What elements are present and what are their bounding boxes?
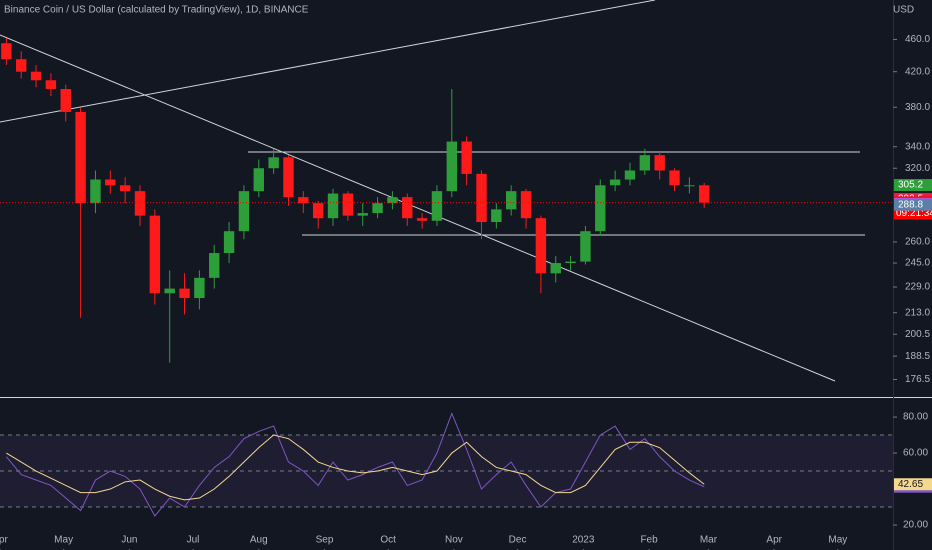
candle-body [639, 155, 651, 171]
candle-body [238, 191, 250, 232]
candle-body [402, 197, 413, 219]
candle-body [16, 59, 27, 72]
candle-body [253, 168, 264, 192]
candle-body [431, 191, 443, 221]
candle-body [416, 218, 428, 221]
candle-body [342, 193, 354, 216]
value-label-box [894, 478, 932, 491]
currency: USD [893, 5, 914, 16]
candle-body [1, 43, 12, 60]
candle-body [520, 191, 532, 219]
candle-body [327, 193, 339, 219]
x-tick-label: Nov [445, 535, 463, 546]
candle-body [134, 191, 146, 216]
candle-body [90, 179, 101, 204]
candle-body [268, 157, 279, 169]
y-tick-label: 176.5 [905, 374, 930, 385]
candle-body [312, 203, 324, 219]
candle-body [194, 277, 205, 299]
y-tick-label: 340.0 [905, 141, 930, 152]
x-tick-label: Mar [700, 535, 718, 546]
trend-line [0, 34, 836, 382]
y-tick-label: 20.00 [903, 520, 928, 531]
candle-body [580, 231, 591, 262]
price-label-box [894, 179, 932, 192]
chart-title: Binance Coin / US Dollar (calculated by … [4, 5, 309, 16]
candle-body [357, 213, 368, 216]
candle-body [609, 179, 621, 186]
price-label-box [894, 198, 932, 211]
candle-body [298, 197, 309, 204]
candle-body [565, 261, 576, 264]
x-tick-label: May [828, 535, 847, 546]
y-tick-label: 80.00 [903, 412, 928, 423]
candle-body [30, 71, 42, 81]
y-tick-label: 213.0 [905, 307, 930, 318]
candle-body [550, 263, 561, 274]
rsi-band [0, 435, 893, 508]
x-tick-label: Apr [766, 535, 782, 546]
candle-body [669, 170, 680, 186]
candle-body [624, 170, 636, 180]
candle-body [684, 185, 695, 187]
x-tick-label: Aug [250, 535, 268, 546]
rsi-line [6, 434, 705, 501]
candle-body [149, 215, 161, 294]
x-tick-label: 2023 [572, 535, 595, 546]
y-tick-label: 420.0 [905, 66, 930, 77]
candle-body [119, 185, 131, 192]
x-tick-label: Sep [316, 535, 334, 546]
candle-body [164, 288, 175, 294]
candle-body [387, 197, 398, 204]
candle-body [283, 157, 294, 198]
candle-body [45, 80, 57, 90]
y-tick-label: 188.5 [905, 351, 930, 362]
x-tick-label: Dec [509, 535, 527, 546]
y-tick-label: 460.0 [905, 34, 930, 45]
candle-body [60, 89, 71, 112]
trend-line [0, 0, 656, 123]
candle-body [654, 155, 665, 171]
candle-body [699, 185, 710, 203]
value-label: 42.65 [898, 479, 923, 490]
x-tick-label: Feb [640, 535, 658, 546]
candle-body [476, 173, 487, 223]
countdown: 09:21:34 [896, 208, 932, 219]
candle-body [179, 288, 190, 299]
y-tick-label: 229.0 [905, 282, 930, 293]
candle-body [446, 141, 457, 192]
candle-body [535, 218, 547, 274]
candle-body [595, 185, 606, 232]
candle-body [491, 209, 502, 223]
candle-body [461, 141, 472, 174]
x-tick-label: Jun [121, 535, 137, 546]
candle-body [75, 111, 86, 204]
y-tick-label: 380.0 [905, 102, 930, 113]
candle-body [105, 179, 116, 186]
rsi-line [5, 412, 705, 517]
y-tick-label: 245.0 [905, 258, 930, 269]
y-tick-label: 260.0 [905, 237, 930, 248]
candle-body [372, 203, 383, 214]
x-tick-label: May [54, 535, 73, 546]
price-label: 288.8 [898, 199, 923, 210]
candle-body [223, 231, 235, 254]
candle-body [209, 253, 220, 278]
y-tick-label: 200.5 [905, 329, 930, 340]
candle-body [505, 191, 517, 210]
x-tick-label: Oct [380, 535, 396, 546]
y-tick-label: 320.0 [905, 163, 930, 174]
price-label: 305.2 [898, 180, 923, 191]
y-tick-label: 60.00 [903, 448, 928, 459]
x-tick-label: Jul [187, 535, 200, 546]
x-tick-label: Apr [0, 535, 8, 546]
